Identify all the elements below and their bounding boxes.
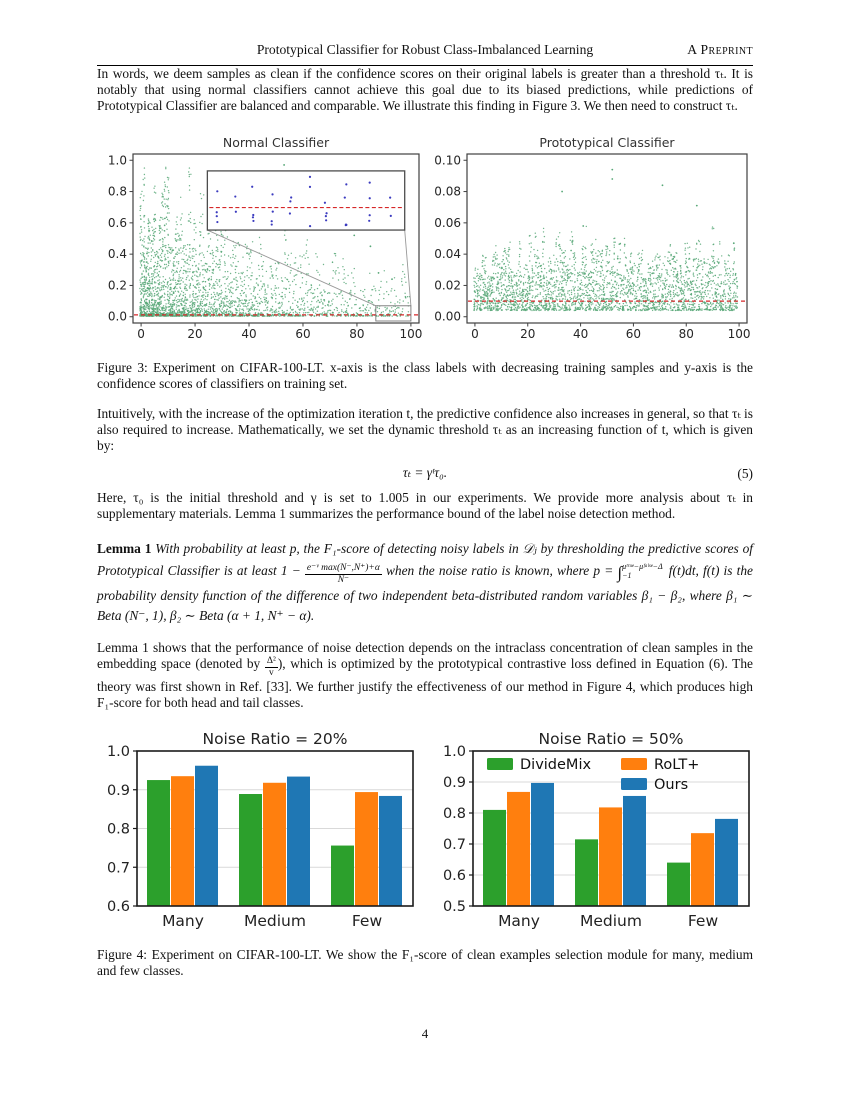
lemma-fraction: e⁻ᵛ max(N⁻,N⁺)+α N⁻ <box>304 562 382 585</box>
figure-4-caption: Figure 4: Experiment on CIFAR-100-LT. We… <box>97 946 753 978</box>
running-title: Prototypical Classifier for Robust Class… <box>256 42 594 57</box>
equation-5-number: (5) <box>737 466 753 482</box>
preprint-label: A Preprint <box>687 42 753 57</box>
integral-limits: μᵗʳᵘᵉ−μᶠᵃˡˢᵉ−Δ −1 <box>622 561 663 580</box>
svg-text:20: 20 <box>187 327 202 341</box>
paragraph-gamma: Here, τ₀ is the initial threshold and γ … <box>97 490 753 522</box>
svg-text:100: 100 <box>399 327 422 341</box>
svg-text:0.8: 0.8 <box>108 185 127 199</box>
delta-fraction: Δ² v <box>264 655 278 678</box>
discussion-text-2: ), which is optimized by the prototypica… <box>97 655 753 710</box>
bar-chart-noise-20: Noise Ratio = 20%Many Medium Few0.60.70.80… <box>107 731 414 930</box>
svg-text:1.0: 1.0 <box>108 153 127 167</box>
lemma-1-text-3: f(t)dt, f(t) is the probability density … <box>97 562 753 623</box>
svg-text:80: 80 <box>349 327 364 341</box>
figure-3-caption: Figure 3: Experiment on CIFAR-100-LT. x-… <box>97 360 753 392</box>
paragraph-discussion: Lemma 1 shows that the performance of no… <box>97 640 753 711</box>
svg-text:Prototypical Classifier: Prototypical Classifier <box>539 136 675 150</box>
paragraph-threshold: Intuitively, with the increase of the op… <box>97 405 753 453</box>
discussion-text-1: Lemma 1 shows that the performance of no… <box>97 639 753 671</box>
svg-text:0.0: 0.0 <box>108 310 127 324</box>
equation-row: τₜ = γᵗτ₀. (5) <box>97 465 753 481</box>
scatter-plot-normal-classifier: Normal Classifier 0 20 40 60 80 100 0.0 0.2 0.4 0.… <box>108 136 422 341</box>
equation-5: τₜ = γᵗτ₀. <box>402 465 448 481</box>
page-number: 4 <box>421 1026 429 1042</box>
svg-text:0.6: 0.6 <box>108 216 127 230</box>
lemma-1-text-1: With probability at least p, the F₁-scor… <box>97 541 753 578</box>
lemma-1-text-2: when the noise ratio is known, where p = <box>381 562 618 578</box>
lemma-1-label: Lemma 1 <box>97 541 152 557</box>
svg-text:0.4: 0.4 <box>108 247 127 261</box>
figure-3: Normal Classifier 0 20 40 60 80 100 0.0 0.2 0.4 0.… <box>97 136 753 351</box>
svg-text:40: 40 <box>241 327 256 341</box>
page-header: Prototypical Classifier for Robust Class… <box>97 42 753 60</box>
svg-text:0: 0 <box>137 327 145 341</box>
header-rule <box>97 65 753 66</box>
svg-text:0.2: 0.2 <box>108 279 127 293</box>
integral-symbol: ∫ <box>617 562 623 582</box>
svg-text:Normal Classifier: Normal Classifier <box>223 136 330 150</box>
figure-4: Noise Ratio = 20% Many Medium Few 0.6 0.7 0.8 0… <box>97 731 753 938</box>
paragraph-intro: In words, we deem samples as clean if th… <box>97 66 753 114</box>
svg-text:60: 60 <box>295 327 310 341</box>
lemma-1: Lemma 1 With probability at least p, the… <box>97 539 753 626</box>
